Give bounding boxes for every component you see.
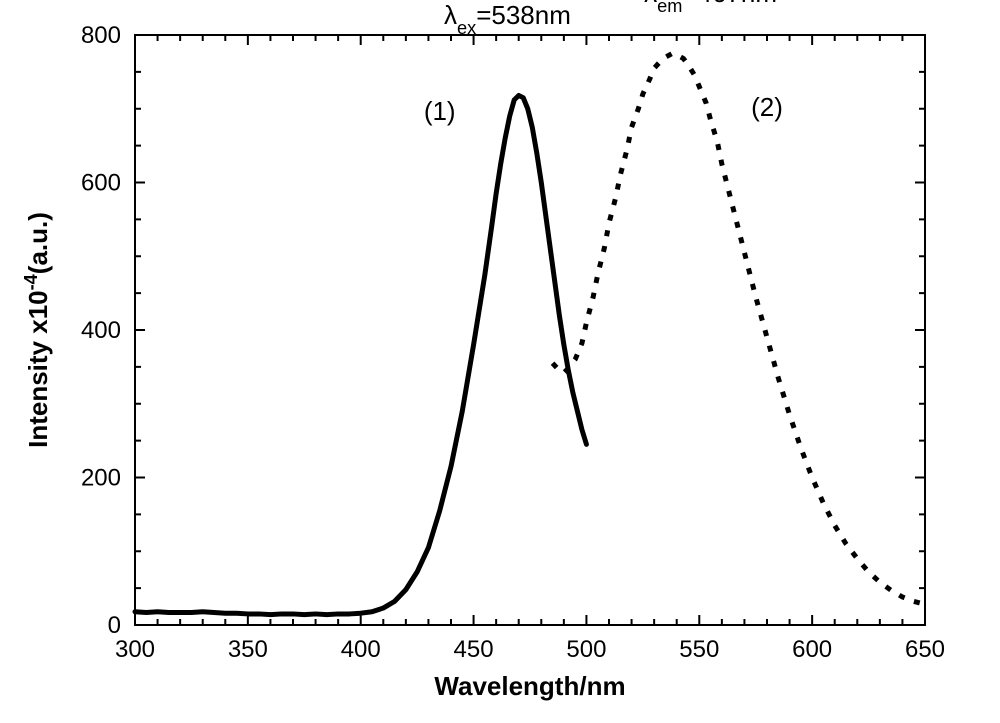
x-tick-label: 450 — [454, 636, 494, 663]
y-tick-label: 600 — [81, 170, 121, 197]
x-tick-label: 350 — [228, 636, 268, 663]
y-tick-label: 0 — [108, 612, 121, 639]
x-tick-label: 550 — [679, 636, 719, 663]
x-tick-label: 300 — [115, 636, 155, 663]
annotation-label2: (2) — [751, 92, 783, 122]
y-tick-label: 400 — [81, 317, 121, 344]
y-tick-label: 200 — [81, 465, 121, 492]
y-tick-label: 800 — [81, 22, 121, 49]
x-axis-label: Wavelength/nm — [434, 671, 625, 701]
y-axis-label: Intensity x10-4(a.u.) — [21, 212, 53, 448]
x-tick-label: 600 — [792, 636, 832, 663]
chart-svg: 300 350 400 450 500 550 600 650 0 200 400 600 800 Wav… — [0, 0, 1000, 723]
x-tick-label: 650 — [905, 636, 945, 663]
annotation-label1: (1) — [424, 96, 456, 126]
x-tick-label: 400 — [341, 636, 381, 663]
spectrum-chart: 300 350 400 450 500 550 600 650 0 200 400 600 800 Wav… — [0, 0, 1000, 723]
x-tick-label: 500 — [566, 636, 606, 663]
